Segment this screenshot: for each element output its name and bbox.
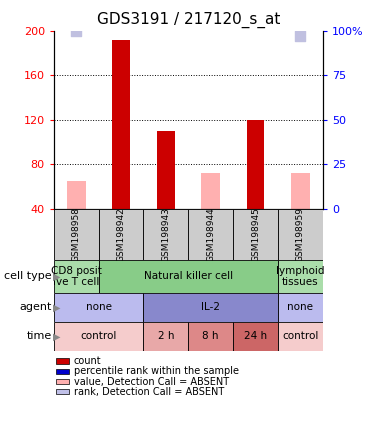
Text: none: none <box>86 302 112 313</box>
Text: GSM198943: GSM198943 <box>161 207 170 262</box>
Bar <box>56 389 69 394</box>
Text: GSM198944: GSM198944 <box>206 207 215 262</box>
Point <box>73 28 79 35</box>
Text: control: control <box>282 331 319 341</box>
Bar <box>54 209 99 260</box>
Bar <box>54 293 144 322</box>
Bar <box>54 322 144 351</box>
Text: rank, Detection Call = ABSENT: rank, Detection Call = ABSENT <box>74 387 224 397</box>
Text: GSM198958: GSM198958 <box>72 207 81 262</box>
Bar <box>188 209 233 260</box>
Text: none: none <box>288 302 313 313</box>
Bar <box>188 322 233 351</box>
Bar <box>278 260 323 293</box>
Text: value, Detection Call = ABSENT: value, Detection Call = ABSENT <box>74 377 229 387</box>
Bar <box>54 260 99 293</box>
Text: control: control <box>81 331 117 341</box>
Bar <box>157 131 175 209</box>
Text: 2 h: 2 h <box>158 331 174 341</box>
Text: agent: agent <box>19 302 52 313</box>
Bar <box>233 322 278 351</box>
Bar <box>56 358 69 364</box>
Text: ▶: ▶ <box>53 302 61 313</box>
Text: GSM198942: GSM198942 <box>116 207 125 262</box>
Bar <box>247 120 265 209</box>
Text: IL-2: IL-2 <box>201 302 220 313</box>
Bar <box>67 181 86 209</box>
Bar <box>56 379 69 384</box>
Bar <box>144 293 278 322</box>
Bar <box>144 209 188 260</box>
Bar <box>291 173 310 209</box>
Bar <box>99 209 144 260</box>
Text: 8 h: 8 h <box>203 331 219 341</box>
Point <box>208 13 214 20</box>
Bar <box>144 322 188 351</box>
Bar <box>201 173 220 209</box>
Text: percentile rank within the sample: percentile rank within the sample <box>74 366 239 376</box>
Text: cell type: cell type <box>4 271 52 281</box>
Bar <box>112 40 130 209</box>
Bar <box>99 260 278 293</box>
Text: lymphoid
tissues: lymphoid tissues <box>276 266 325 287</box>
Bar <box>278 322 323 351</box>
Text: GSM198945: GSM198945 <box>251 207 260 262</box>
Bar <box>233 209 278 260</box>
Text: ▶: ▶ <box>53 271 61 281</box>
Point <box>163 6 169 13</box>
Bar <box>278 293 323 322</box>
Text: 24 h: 24 h <box>244 331 267 341</box>
Bar <box>278 209 323 260</box>
Point <box>298 33 303 40</box>
Title: GDS3191 / 217120_s_at: GDS3191 / 217120_s_at <box>96 12 280 28</box>
Text: time: time <box>26 331 52 341</box>
Text: count: count <box>74 356 102 366</box>
Text: ▶: ▶ <box>53 331 61 341</box>
Text: CD8 posit
ive T cell: CD8 posit ive T cell <box>51 266 102 287</box>
Bar <box>56 369 69 374</box>
Text: Natural killer cell: Natural killer cell <box>144 271 233 281</box>
Text: GSM198959: GSM198959 <box>296 207 305 262</box>
